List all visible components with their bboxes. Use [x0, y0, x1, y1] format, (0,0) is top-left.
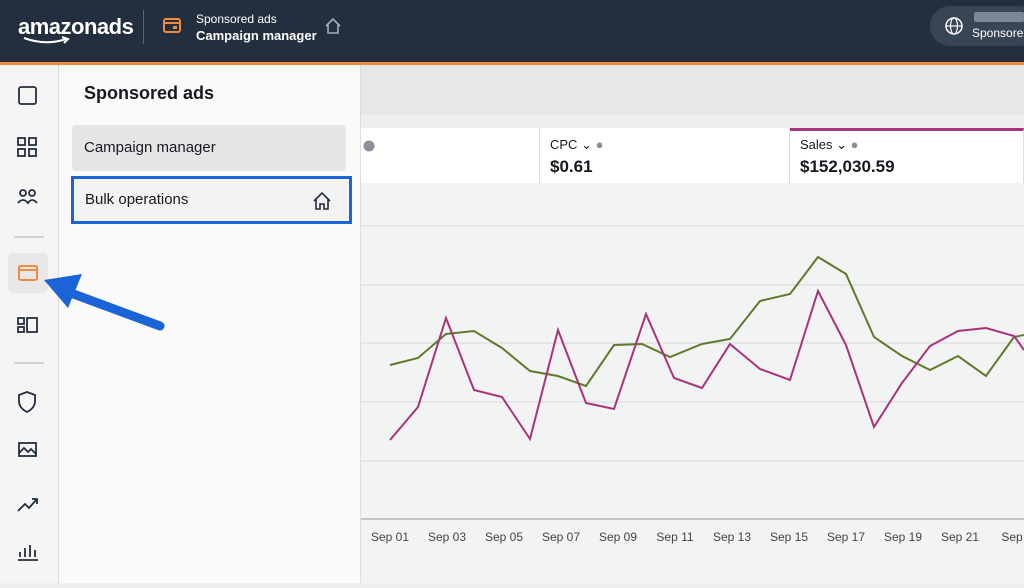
top-bar: amazonads Sponsored ads Campaign manager…: [0, 0, 1024, 65]
rail-icon[interactable]: [17, 317, 38, 333]
series-line: [389, 288, 1024, 442]
metric-card[interactable]: CPC ⌄ ● $0.61: [540, 128, 790, 183]
metric-value: $152,030.59: [800, 157, 895, 176]
x-tick-label: Sep 11: [656, 530, 693, 544]
x-tick-label: Sep 03: [428, 530, 466, 544]
rail-icon[interactable]: [17, 498, 38, 512]
rail-active[interactable]: [8, 253, 48, 293]
rail-icon[interactable]: [18, 86, 37, 105]
info-icon: ●: [850, 137, 859, 152]
metric-label-text: Sales: [800, 137, 833, 152]
metric-label: CPC ⌄ ●: [550, 137, 604, 152]
rail-icon[interactable]: [18, 391, 36, 414]
metric-card[interactable]: [360, 128, 540, 183]
nav-item[interactable]: Bulk operations: [85, 191, 189, 208]
rail-icon[interactable]: [18, 545, 38, 561]
rail-icon[interactable]: [18, 442, 37, 457]
rail-icon[interactable]: [17, 137, 37, 157]
account-label: Sponsore: [972, 26, 1024, 40]
x-tick-label: Sep 05: [485, 530, 523, 544]
metric-label: Sales ⌄ ●: [800, 137, 859, 152]
x-tick-label: Sep 17: [827, 530, 865, 544]
x-tick-label: Sep 2: [1001, 530, 1024, 544]
x-labels: Sep 01 Sep 03 Sep 05 Sep 07 Sep 09 Sep 11 Sep …: [371, 530, 1024, 544]
account-blur: [974, 12, 1024, 22]
icon-rail: [0, 65, 59, 583]
flyout-title: Sponsored ads: [84, 83, 215, 103]
flyout-panel: Sponsored ads Campaign manager Bulk oper…: [59, 65, 361, 583]
brand-smile: [23, 36, 70, 44]
rail-icons: [8, 86, 48, 561]
rail-icon: [18, 265, 38, 281]
nav-item-highlight[interactable]: Bulk operations: [71, 176, 352, 224]
section-label: Sponsored ads: [196, 12, 277, 26]
metric-value: $0.61: [550, 157, 593, 176]
metric-card[interactable]: Sales ⌄ ● $152,030.59: [790, 128, 1024, 183]
metric-label-text: CPC: [550, 137, 578, 152]
toolbar: [360, 65, 1024, 115]
globe-icon: [945, 17, 963, 35]
home-icon[interactable]: [312, 191, 332, 211]
x-tick-label: Sep 15: [770, 530, 808, 544]
home-icon[interactable]: [324, 17, 342, 35]
account-button[interactable]: Sponsore: [930, 6, 1024, 46]
divider: [143, 10, 144, 44]
campaign-icon: [163, 18, 181, 33]
brand[interactable]: amazonads: [18, 14, 134, 39]
page-label: Campaign manager: [196, 28, 317, 43]
grid: [360, 225, 1024, 520]
chart-area: Sep 01 Sep 03 Sep 05 Sep 07 Sep 09 Sep 11 Sep …: [360, 183, 1024, 583]
series-line: [389, 255, 1024, 388]
nav-item[interactable]: Campaign manager: [72, 125, 346, 171]
x-tick-label: Sep 13: [713, 530, 751, 544]
x-tick-label: Sep 01: [371, 530, 409, 544]
x-tick-label: Sep 09: [599, 530, 637, 544]
rail-icon[interactable]: [17, 189, 38, 205]
x-tick-label: Sep 19: [884, 530, 922, 544]
chart-bg: [360, 183, 1024, 583]
info-icon: ●: [595, 137, 604, 152]
x-tick-label: Sep 07: [542, 530, 580, 544]
annotation-arrow: [44, 274, 165, 331]
x-tick-label: Sep 21: [941, 530, 979, 544]
info-icon: [363, 140, 375, 152]
